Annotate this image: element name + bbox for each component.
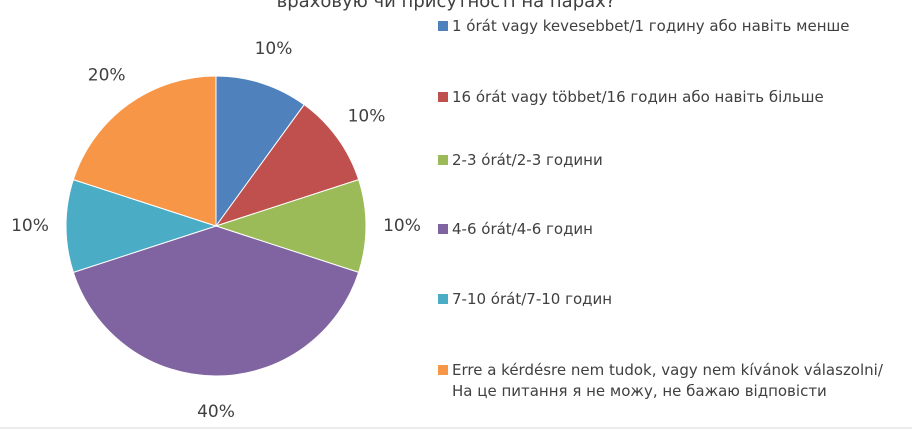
legend-item: 7-10 órát/7-10 годин	[438, 289, 898, 310]
pie-slice	[65, 179, 218, 273]
legend-label: 16 órát vagy többet/16 годин або навіть …	[452, 88, 824, 106]
legend-swatch	[438, 294, 448, 304]
legend-swatch	[438, 365, 448, 375]
legend-swatch	[438, 92, 448, 102]
data-label: 10%	[383, 216, 421, 236]
data-label: 40%	[197, 402, 235, 422]
pie-slice	[214, 103, 360, 227]
legend-swatch	[438, 21, 448, 31]
legend-label: 1 órát vagy kevesebbet/1 годину або наві…	[452, 17, 850, 35]
legend-swatch	[438, 224, 448, 234]
legend-item: 4-6 órát/4-6 годин	[438, 219, 898, 240]
legend-label: 4-6 órát/4-6 годин	[452, 220, 593, 238]
legend-item: 1 órát vagy kevesebbet/1 годину або наві…	[438, 16, 898, 37]
data-label: 20%	[88, 66, 126, 86]
pie-slice	[72, 225, 360, 377]
pie-slice	[214, 179, 367, 273]
pie-slice	[215, 75, 305, 228]
data-label: 10%	[11, 216, 49, 236]
pie-slice	[72, 75, 217, 227]
legend-label: 2-3 órát/2-3 години	[452, 151, 603, 169]
legend-item: 16 órát vagy többet/16 годин або навіть …	[438, 87, 898, 108]
legend-label: Erre a kérdésre nem tudok, vagy nem kívá…	[452, 361, 883, 400]
legend-item: 2-3 órát/2-3 години	[438, 150, 898, 171]
legend-label: 7-10 órát/7-10 годин	[452, 290, 613, 308]
data-label: 10%	[255, 39, 293, 59]
legend-item: Erre a kérdésre nem tudok, vagy nem kívá…	[438, 360, 898, 402]
data-label: 10%	[348, 107, 386, 127]
legend-swatch	[438, 155, 448, 165]
chart-title: враховую чи присутності на парах?	[277, 0, 616, 12]
